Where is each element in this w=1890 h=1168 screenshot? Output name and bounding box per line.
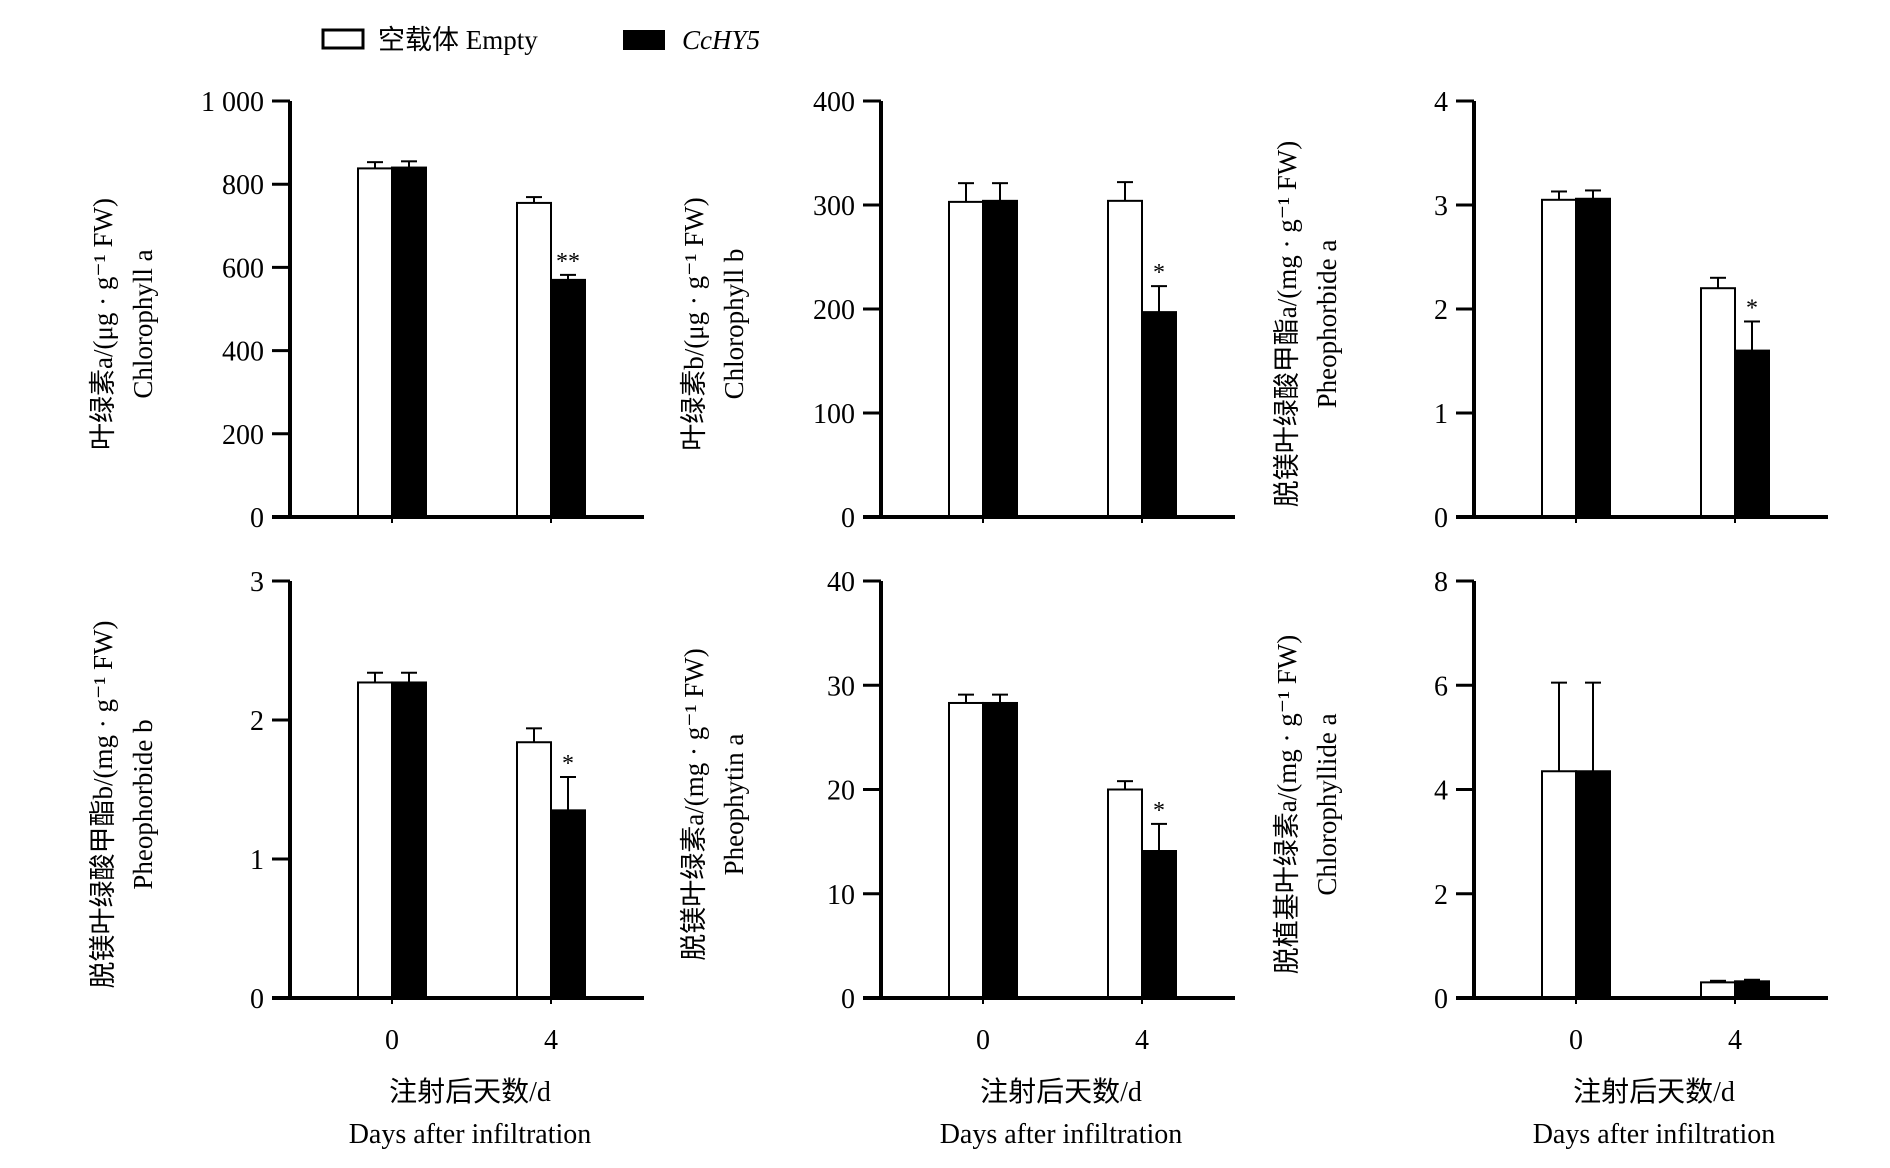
bar-cchy5-day0 (1575, 770, 1611, 999)
bar-empty-day0 (357, 681, 393, 999)
panel-pheophytin-a: * 0 10 20 30 40 0 4 注射后天数/d Days after infiltrati… (679, 567, 1235, 1150)
y-axis-label-en: Pheophytin a (719, 734, 749, 876)
y-tick-label: 0 (1434, 984, 1448, 1015)
bar-empty-day4 (1700, 981, 1736, 999)
y-axis-label-cn: 脱镁叶绿酸甲酯b/(mg · g⁻¹ FW) (88, 620, 118, 988)
panel-chlorophyll-b: * 0 100 200 300 400 叶绿素b/(μg · g⁻¹ FW) Chloroph… (679, 87, 1235, 534)
legend-swatch-empty (321, 28, 365, 50)
y-tick-label: 200 (813, 295, 855, 326)
y-tick-label: 0 (841, 984, 855, 1015)
bar-empty-day0 (1541, 198, 1577, 519)
y-tick-label: 30 (827, 671, 855, 702)
y-tick-label: 800 (222, 170, 264, 201)
bar-empty-day0 (1541, 770, 1577, 999)
bar-cchy5-day4 (1141, 850, 1177, 999)
bar-cchy5-day0 (391, 166, 427, 518)
bar-empty-day4 (1107, 199, 1143, 518)
panel-chlorophyllide-a: 0 2 4 6 8 0 4 注射后天数/d Days after infiltration 脱植基… (1272, 567, 1828, 1150)
significance-mark: * (1153, 260, 1165, 286)
y-tick-label: 3 (250, 567, 264, 598)
y-tick-label: 0 (250, 984, 264, 1015)
bar-empty-day4 (516, 741, 552, 999)
y-tick-label: 4 (1434, 776, 1448, 807)
bar-empty-day0 (948, 200, 984, 518)
x-tick-label: 4 (1135, 1025, 1149, 1056)
significance-mark: * (1746, 295, 1758, 321)
bar-empty-day4 (1107, 788, 1143, 999)
bar-cchy5-day4 (1734, 980, 1770, 1000)
y-axis-label-en: Chlorophyll a (128, 249, 158, 398)
significance-mark: * (562, 751, 574, 777)
legend-swatch-cchy5 (623, 30, 665, 50)
x-axis-label-en: Days after infiltration (940, 1119, 1183, 1150)
x-tick-label: 0 (1569, 1025, 1583, 1056)
bar-cchy5-day0 (982, 701, 1018, 999)
y-tick-label: 20 (827, 776, 855, 807)
y-tick-label: 10 (827, 880, 855, 911)
bar-cchy5-day4 (550, 278, 586, 518)
x-axis-label-en: Days after infiltration (1533, 1119, 1776, 1150)
bar-cchy5-day4 (550, 809, 586, 999)
y-tick-label: 200 (222, 420, 264, 451)
x-axis-label-en: Days after infiltration (349, 1119, 592, 1150)
y-axis-label-cn: 叶绿素b/(μg · g⁻¹ FW) (679, 197, 709, 451)
y-tick-label: 8 (1434, 567, 1448, 598)
bar-empty-day0 (357, 167, 393, 518)
y-axis-label-en: Chlorophyllide a (1312, 713, 1342, 895)
significance-mark: ** (556, 249, 580, 275)
y-tick-label: 100 (813, 399, 855, 430)
y-tick-label: 300 (813, 191, 855, 222)
y-tick-label: 0 (841, 503, 855, 534)
x-tick-label: 4 (1728, 1025, 1742, 1056)
y-axis-label-en: Pheophorbide a (1312, 240, 1342, 409)
y-tick-label: 0 (250, 503, 264, 534)
y-tick-label: 0 (1434, 503, 1448, 534)
y-tick-label: 400 (813, 87, 855, 118)
bar-cchy5-day0 (391, 681, 427, 999)
y-axis-label-cn: 脱植基叶绿素a/(mg · g⁻¹ FW) (1272, 635, 1302, 975)
x-tick-label: 0 (385, 1025, 399, 1056)
x-tick-label: 0 (976, 1025, 990, 1056)
y-tick-label: 600 (222, 253, 264, 284)
bar-empty-day4 (516, 201, 552, 518)
bar-cchy5-day4 (1734, 349, 1770, 518)
legend-label-cchy5: CcHY5 (682, 25, 760, 55)
panel-pheophorbide-b: * 0 1 2 3 0 4 注射后天数/d Days after infiltration 脱镁叶… (88, 567, 644, 1150)
x-axis-label-cn: 注射后天数/d (389, 1076, 551, 1108)
y-tick-label: 2 (250, 706, 264, 737)
y-axis-label-en: Pheophorbide b (128, 719, 158, 889)
x-tick-label: 4 (544, 1025, 558, 1056)
y-tick-label: 1 (250, 845, 264, 876)
x-axis-label-cn: 注射后天数/d (980, 1076, 1142, 1108)
y-tick-label: 1 (1434, 399, 1448, 430)
y-axis-label-cn: 叶绿素a/(μg · g⁻¹ FW) (88, 198, 118, 450)
y-tick-label: 4 (1434, 87, 1448, 118)
bar-cchy5-day0 (982, 199, 1018, 518)
bar-empty-day0 (948, 701, 984, 999)
legend: 空载体 Empty CcHY5 (321, 25, 760, 55)
y-tick-label: 3 (1434, 191, 1448, 222)
bar-cchy5-day0 (1575, 197, 1611, 518)
y-axis-label-en: Chlorophyll b (719, 249, 749, 400)
bar-cchy5-day4 (1141, 311, 1177, 518)
legend-label-empty: 空载体 Empty (378, 25, 538, 55)
y-tick-label: 2 (1434, 295, 1448, 326)
significance-mark: * (1153, 798, 1165, 824)
y-axis-label-cn: 脱镁叶绿酸甲酯a/(mg · g⁻¹ FW) (1272, 141, 1302, 508)
y-tick-label: 2 (1434, 880, 1448, 911)
x-axis-label-cn: 注射后天数/d (1573, 1076, 1735, 1108)
y-tick-label: 6 (1434, 671, 1448, 702)
panel-pheophorbide-a: * 0 1 2 3 4 脱镁叶绿酸甲酯a/(mg · g⁻¹ FW) Pheophorbide… (1272, 87, 1828, 534)
y-tick-label: 40 (827, 567, 855, 598)
bar-empty-day4 (1700, 287, 1736, 519)
panel-chlorophyll-a: ** 0 200 400 600 800 1 000 叶绿素a/(μg · g⁻¹ FW) Ch… (88, 87, 644, 534)
y-axis-label-cn: 脱镁叶绿素a/(mg · g⁻¹ FW) (679, 648, 709, 961)
y-tick-label: 1 000 (201, 87, 264, 118)
y-tick-label: 400 (222, 337, 264, 368)
